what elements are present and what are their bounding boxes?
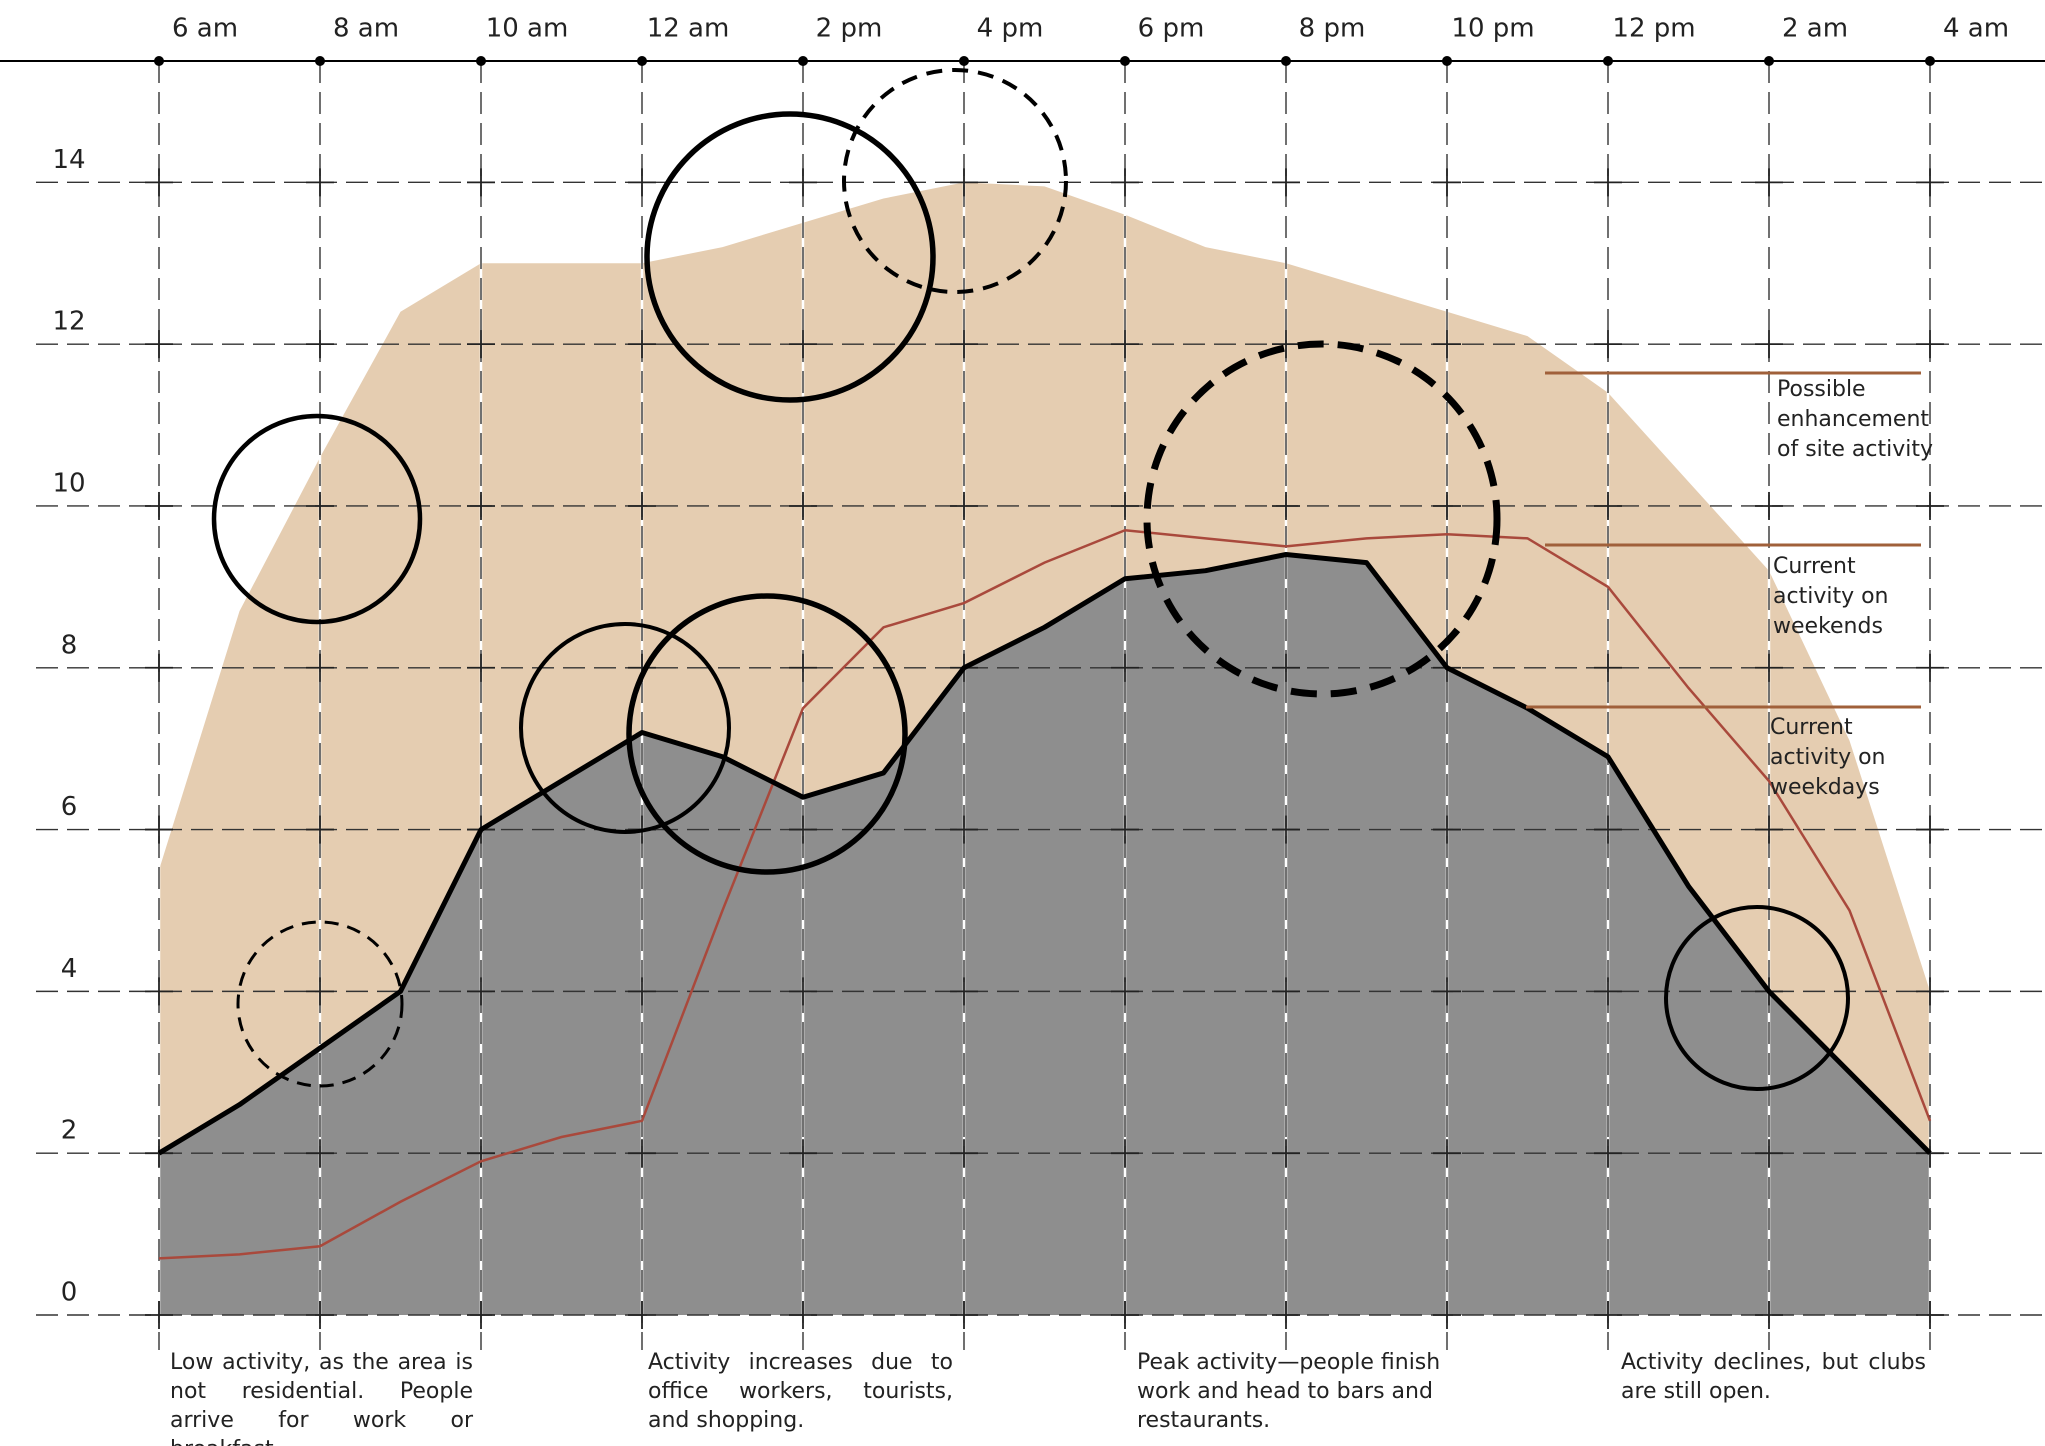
x-tick-label: 4 am [1943, 14, 2009, 44]
axis-dot [1281, 56, 1291, 66]
area [159, 554, 1930, 1315]
y-tick-label: 10 [52, 468, 85, 498]
y-tick-label: 8 [61, 630, 78, 660]
axis-dot [1764, 56, 1774, 66]
axis-dot [476, 56, 486, 66]
grid-layer: 0 2 4 6 8 10 12 14 6 am 8 am 10 am 12 am 2 pm 4 pm 6 p… [0, 14, 2045, 1350]
circle [211, 413, 423, 625]
x-tick-label: 6 pm [1138, 14, 1205, 44]
axis-dot [1925, 56, 1935, 66]
axis-dot [798, 56, 808, 66]
line [157, 552, 1932, 1156]
x-tick-label: 4 pm [977, 14, 1044, 44]
x-tick-label: 12 am [647, 14, 730, 44]
y-tick-label: 0 [61, 1278, 78, 1308]
line [158, 528, 1932, 1260]
axis-dot [1120, 56, 1130, 66]
line-layer [157, 528, 1932, 1260]
circle [1143, 340, 1501, 698]
x-tick-label: 2 pm [816, 14, 883, 44]
y-tick-label: 4 [61, 954, 78, 984]
area-layer [157, 61, 1932, 1315]
circle [644, 111, 936, 403]
legend-entry: Possible enhancement of site activity [1777, 377, 1934, 462]
x-tick-label: 10 pm [1451, 14, 1534, 44]
axis-dot [154, 56, 164, 66]
x-tick-label: 10 am [486, 14, 569, 44]
decorative-circles [211, 68, 1850, 1091]
x-tick-label: 2 am [1782, 14, 1848, 44]
annotation: Activity declines, but clubs are still o… [1621, 1350, 1926, 1404]
circle [236, 920, 404, 1088]
axis-dot [315, 56, 325, 66]
axis-dot [1603, 56, 1613, 66]
x-tick-label: 12 pm [1612, 14, 1695, 44]
y-tick-label: 12 [52, 307, 85, 337]
axis-dot [1442, 56, 1452, 66]
annotation: Activity increases due to office workers… [648, 1350, 953, 1433]
axis-dot [637, 56, 647, 66]
circle [626, 593, 908, 875]
x-tick-label: 8 pm [1299, 14, 1366, 44]
annotation: Peak activity—people finish work and hea… [1137, 1350, 1441, 1433]
circle [519, 622, 731, 834]
circle [1664, 905, 1850, 1091]
legend-entry: Current activity on weekdays [1770, 715, 1886, 800]
x-tick-label: 6 am [172, 14, 238, 44]
y-tick-label: 2 [61, 1116, 78, 1146]
annotation: Low activity, as the area is not residen… [170, 1350, 473, 1446]
axis-dot [959, 56, 969, 66]
legend-entry: Current activity on weekends [1773, 554, 1889, 639]
y-tick-label: 6 [61, 792, 78, 822]
y-tick-label: 14 [52, 145, 85, 175]
x-tick-label: 8 am [333, 14, 399, 44]
circle [842, 68, 1068, 294]
